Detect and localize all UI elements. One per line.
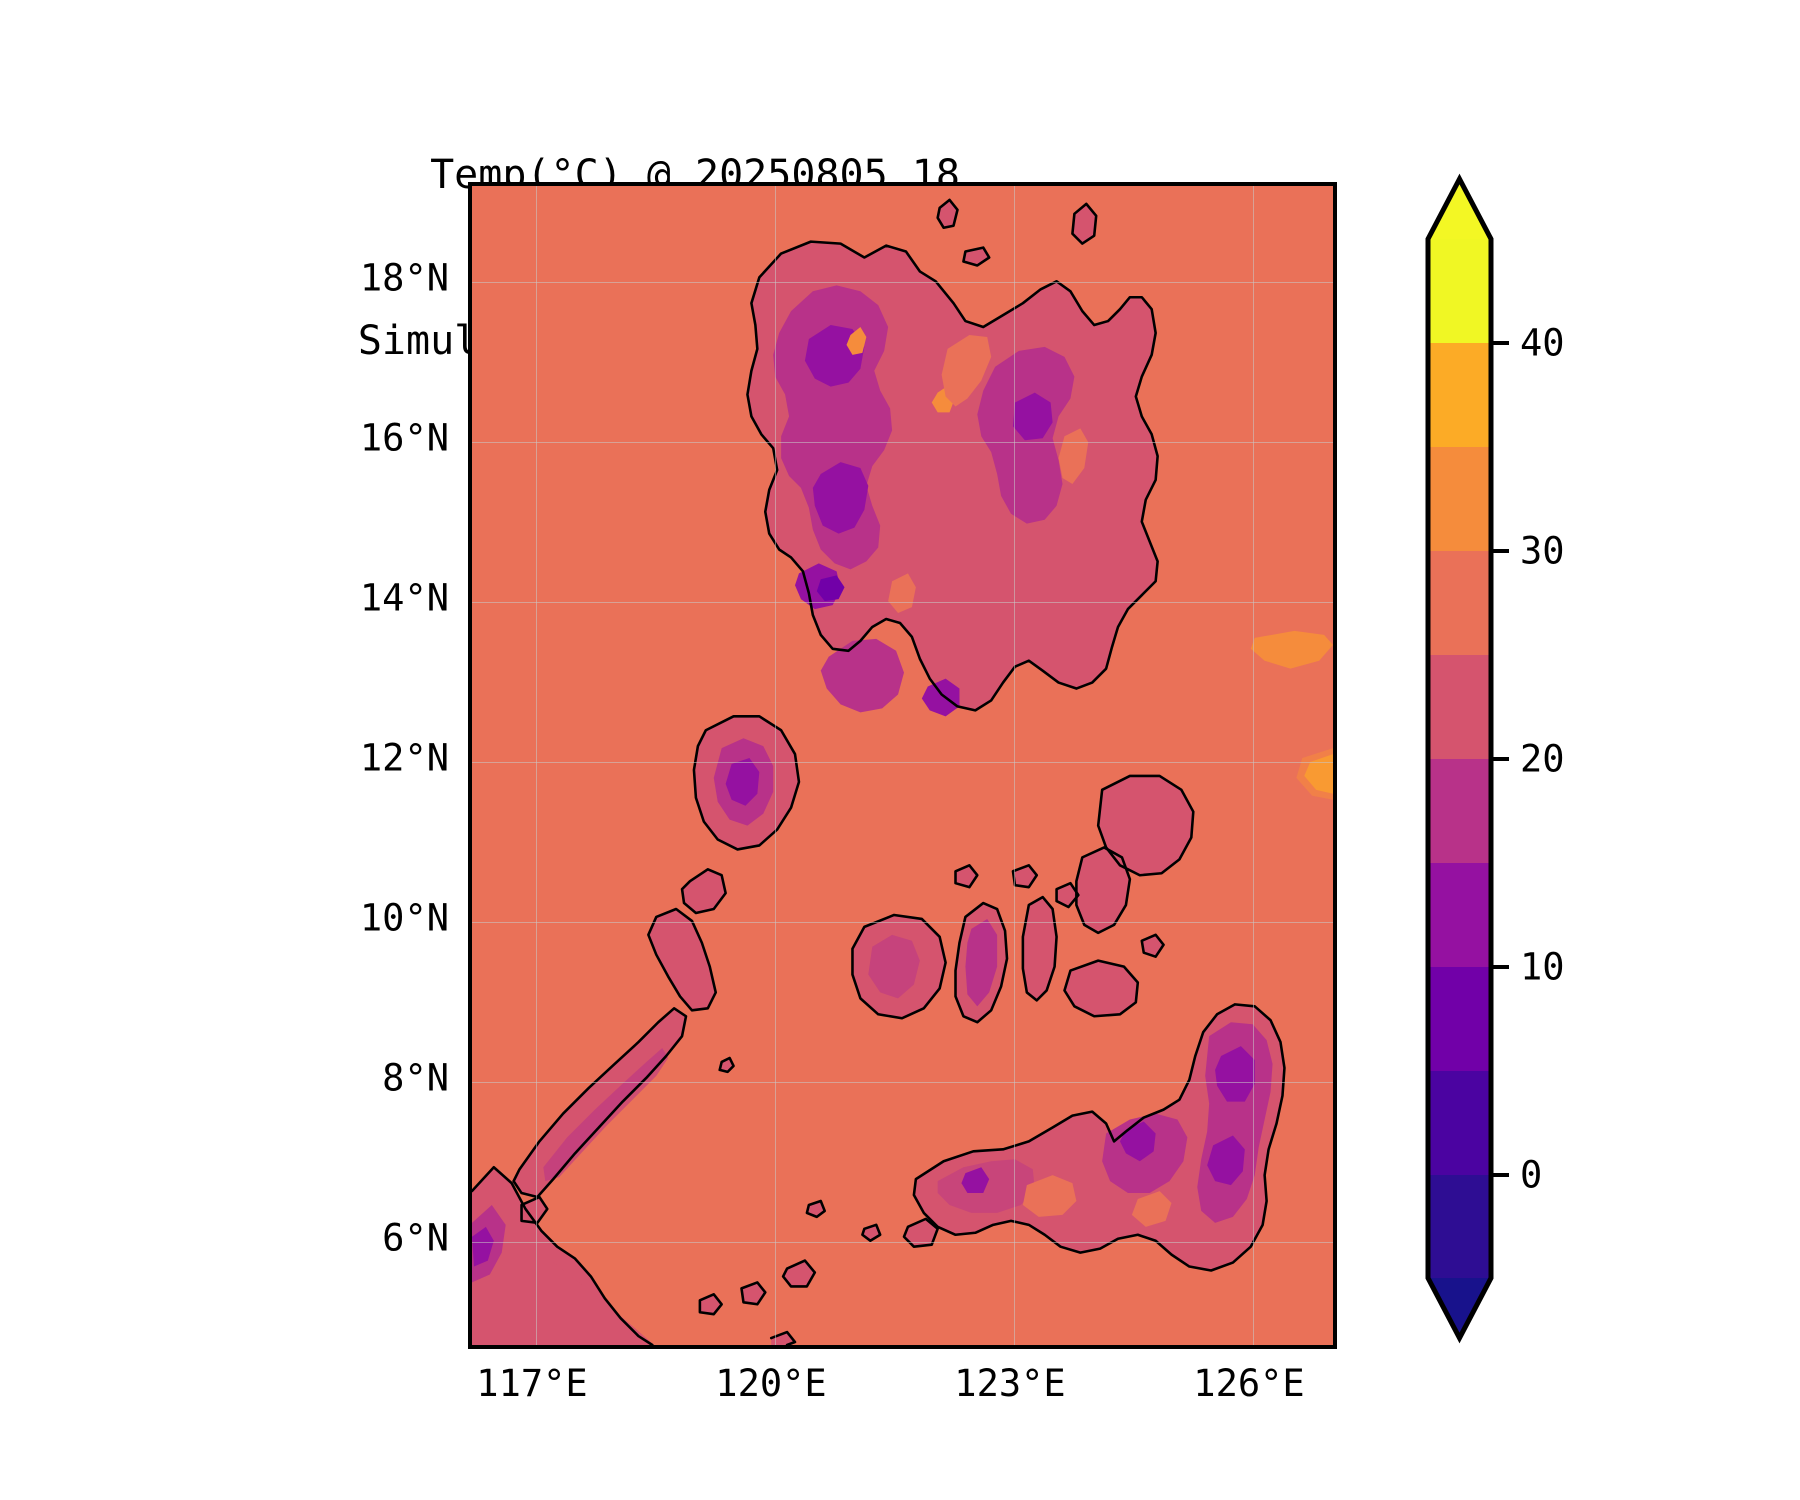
luzon-band-10-15-d	[1012, 392, 1053, 441]
mindanao-warm-streak	[1022, 1175, 1077, 1217]
mindanao-peak-4	[961, 1167, 990, 1194]
negros-highland	[965, 918, 998, 1007]
palawan-strip	[648, 909, 716, 1011]
mindanao-peak-2	[1207, 1135, 1245, 1186]
gridline-10n	[472, 922, 1333, 923]
colorbar-gradient	[1425, 173, 1494, 1344]
luzon-band-5-10-peak	[816, 575, 845, 602]
temperature-contour-map	[472, 186, 1333, 1345]
luzon-warm-streak-5	[888, 573, 916, 614]
colorbar: 40 30 20 10 0	[1425, 173, 1565, 1344]
mindanao-highland-west	[937, 1159, 1035, 1213]
coastline-overlay	[472, 198, 1286, 1345]
x-tick-label-126e: 126°E	[1193, 1362, 1305, 1405]
palawan-main	[513, 1008, 687, 1198]
y-tick-label-8n: 8°N	[382, 1056, 449, 1100]
colorbar-tick-0	[1491, 1173, 1509, 1177]
samar-band-20-25	[1098, 775, 1194, 876]
y-tick-label-16n: 16°N	[359, 416, 449, 460]
colorbar-under-arrow	[1428, 1278, 1491, 1338]
colorbar-label-10: 10	[1520, 945, 1565, 989]
map-axes	[468, 182, 1337, 1349]
mindanao-warm-streak-2	[1131, 1191, 1172, 1227]
colorbar-tick-10	[1491, 965, 1509, 969]
gridline-6n	[472, 1242, 1333, 1243]
leyte-band-20-25	[1076, 847, 1130, 933]
y-tick-label-14n: 14°N	[359, 576, 449, 620]
y-tick-label-10n: 10°N	[359, 896, 449, 940]
luzon-warm-streak-3	[941, 334, 992, 407]
colorbar-bands	[1428, 239, 1491, 1278]
colorbar-label-30: 30	[1520, 529, 1565, 573]
x-tick-label-117e: 117°E	[476, 1362, 588, 1405]
gridline-14n	[472, 602, 1333, 603]
colorbar-tick-20	[1491, 757, 1509, 761]
panay-highland	[868, 934, 920, 999]
colorbar-tick-40	[1491, 341, 1509, 345]
map-plot-area	[472, 186, 1333, 1345]
sulu-isles-3	[741, 1282, 766, 1305]
gridline-123e	[1014, 186, 1015, 1345]
gridline-117e	[536, 186, 537, 1345]
y-tick-label-12n: 12°N	[359, 736, 449, 780]
gridline-126e	[1253, 186, 1254, 1345]
colorbar-over-arrow	[1428, 179, 1491, 239]
colorbar-label-0: 0	[1520, 1153, 1543, 1197]
colorbar-label-40: 40	[1520, 321, 1565, 365]
luzon-band-15-20-south	[820, 638, 904, 713]
palawan-highland	[543, 1048, 669, 1182]
gridline-120e	[775, 186, 776, 1345]
colorbar-label-20: 20	[1520, 737, 1565, 781]
mindoro-band-10-15	[725, 758, 760, 806]
y-tick-label-18n: 18°N	[359, 256, 449, 300]
x-tick-label-123e: 123°E	[954, 1362, 1066, 1405]
luzon-band-10-15-e	[921, 678, 960, 717]
gridline-18n	[472, 282, 1333, 283]
luzon-warm-streak-1	[846, 327, 867, 355]
gridline-8n	[472, 1082, 1333, 1083]
luzon-band-10-15-b	[812, 462, 869, 534]
bohol-band-20-25	[1064, 960, 1138, 1017]
colorbar-tick-30	[1491, 549, 1509, 553]
y-tick-label-6n: 6°N	[382, 1216, 449, 1260]
colorbar-outline	[1425, 173, 1494, 1344]
gridline-16n	[472, 442, 1333, 443]
borneo-extra	[472, 1228, 655, 1345]
mindanao-peak-3	[1119, 1121, 1156, 1162]
borneo-peak	[472, 1226, 494, 1267]
visayas-small-isles	[1012, 865, 1037, 888]
mindanao-peak-1	[1215, 1046, 1255, 1102]
x-tick-label-120e: 120°E	[715, 1362, 827, 1405]
gridline-12n	[472, 762, 1333, 763]
